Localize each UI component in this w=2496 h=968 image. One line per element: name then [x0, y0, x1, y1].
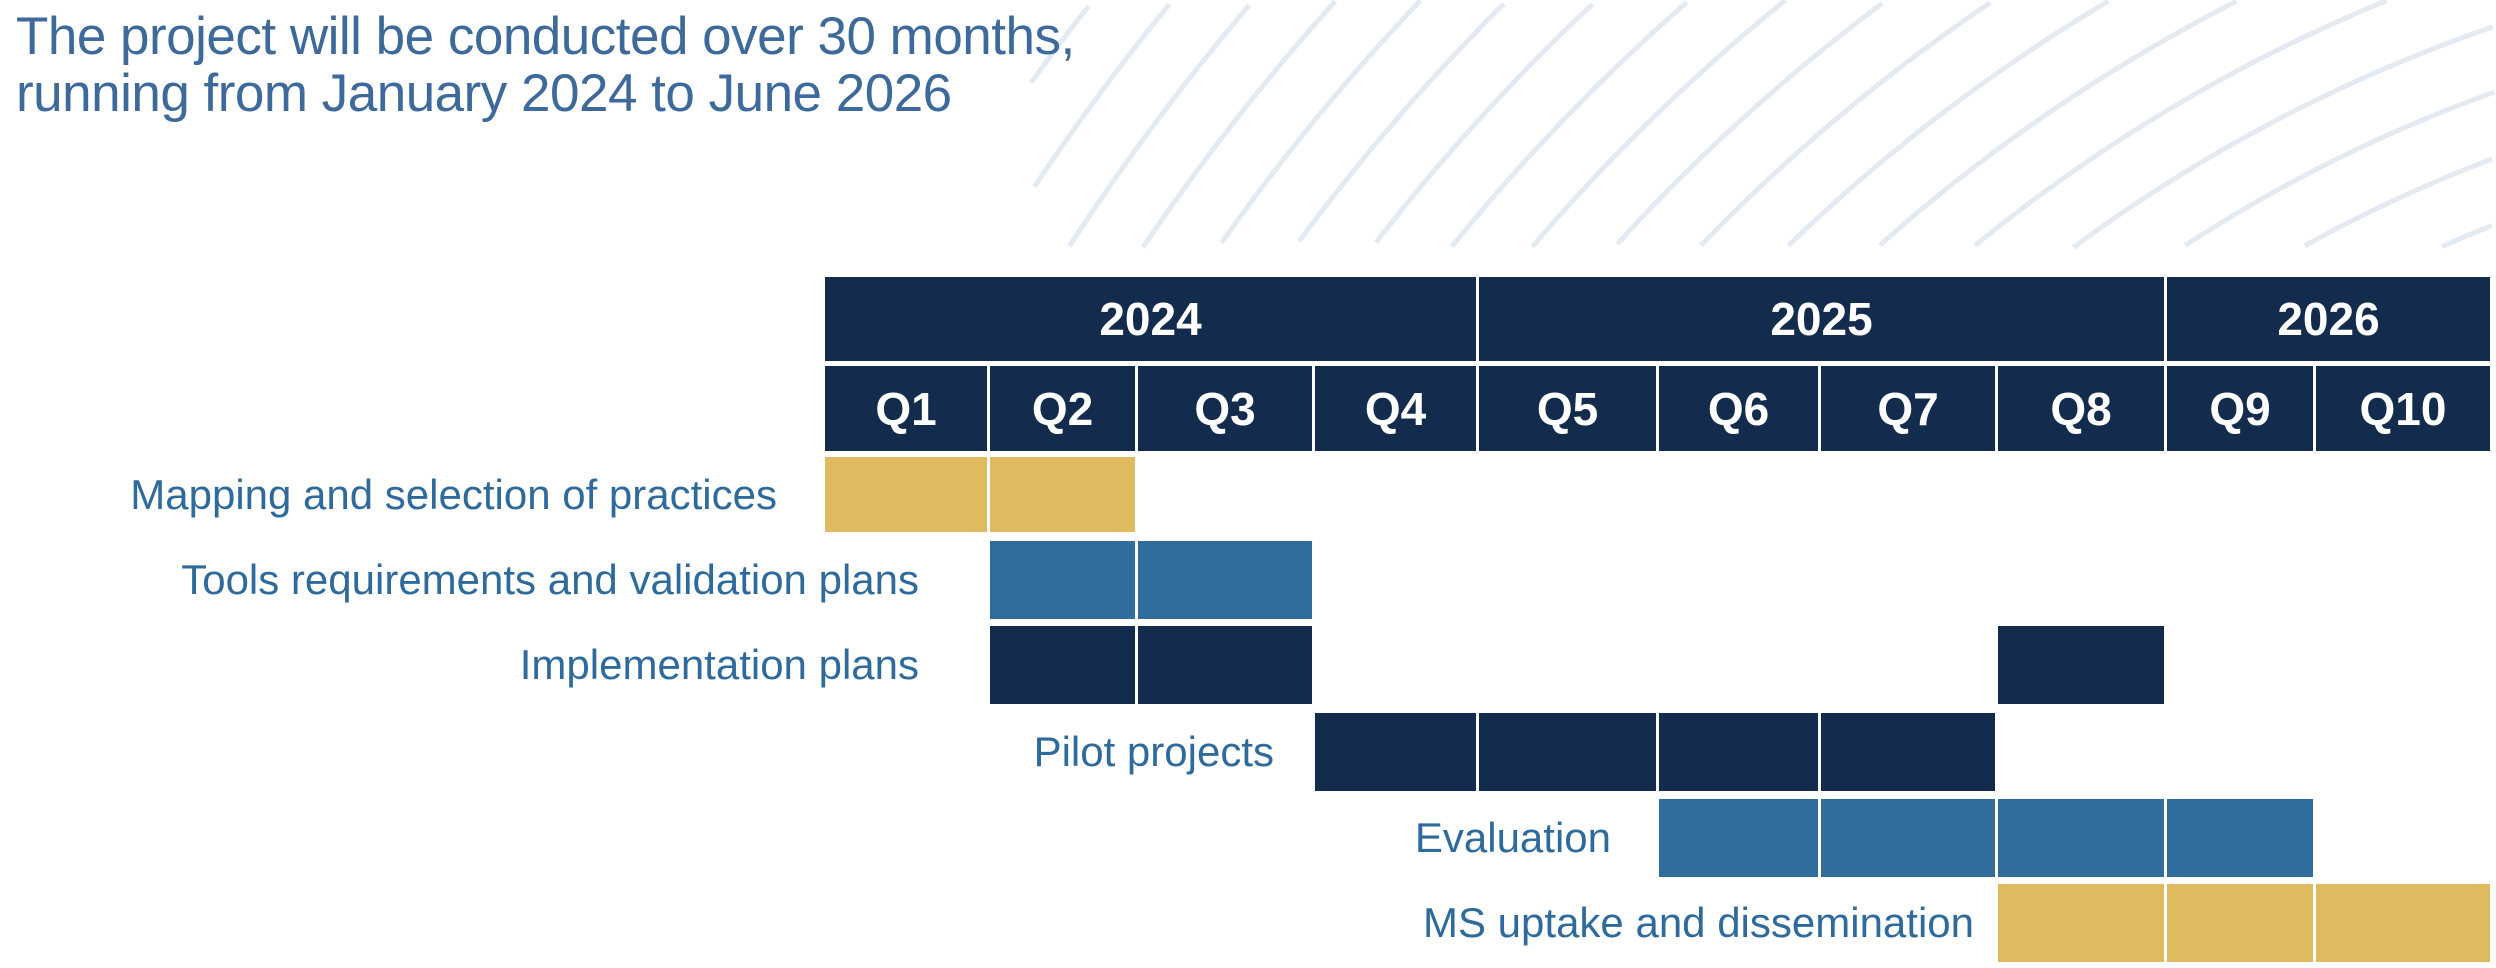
- quarter-header-Q9: Q9: [2167, 366, 2313, 451]
- task-bar-cell: [1138, 541, 1312, 619]
- title-line-1: The project will be conducted over 30 mo…: [16, 7, 1075, 66]
- task-bar-cell: [1659, 799, 1818, 877]
- quarter-header-Q5: Q5: [1479, 366, 1656, 451]
- background-arc: [1032, 2, 1172, 189]
- background-arc: [1029, 4, 1091, 85]
- background-arc: [2303, 156, 2493, 248]
- title-line-2: running from January 2024 to June 2026: [16, 64, 952, 123]
- background-arc: [1140, 0, 1338, 249]
- quarter-header-Q7: Q7: [1821, 366, 1995, 451]
- task-label: Evaluation: [1414, 814, 1611, 861]
- background-arc: [2071, 24, 2494, 250]
- task-bar-cell: [990, 457, 1135, 532]
- task-label: MS uptake and dissemination: [1423, 899, 1974, 946]
- quarter-header-Q1: Q1: [825, 366, 987, 451]
- task-bar-cell: [1479, 713, 1656, 791]
- task-bar-cell: [1821, 713, 1995, 791]
- task-bar-cell: [1998, 626, 2164, 704]
- background-arc: [1219, 0, 1422, 245]
- task-label: Implementation plans: [519, 641, 919, 688]
- background-arc: [1373, 2, 1595, 245]
- task-bar-cell: [1315, 713, 1476, 791]
- task-bar-cell: [1998, 799, 2164, 877]
- task-bar-cell: [1998, 884, 2164, 962]
- task-label: Mapping and selection of practices: [130, 470, 777, 518]
- task-bar-cell: [1659, 713, 1818, 791]
- task-bar-cell: [1821, 799, 1995, 877]
- task-bar-cell: [2167, 799, 2313, 877]
- task-bar-cell: [2167, 884, 2313, 962]
- task-label: Tools requirements and validation plans: [181, 556, 919, 603]
- background-arc: [1296, 2, 1506, 243]
- quarter-header-Q10: Q10: [2316, 366, 2490, 451]
- quarter-header-Q4: Q4: [1315, 366, 1476, 451]
- background-arc: [1699, 0, 1992, 248]
- background-arc: [1615, 1, 1884, 246]
- task-bar-cell: [990, 541, 1135, 619]
- page-title: The project will be conducted over 30 mo…: [16, 8, 1075, 122]
- task-bar-cell: [1138, 626, 1312, 704]
- background-arcs: [1029, 0, 2496, 250]
- task-label: Pilot projects: [1033, 728, 1274, 775]
- year-header-2025: 2025: [1479, 277, 2164, 361]
- task-bar-cell: [2316, 884, 2490, 962]
- background-arc: [1067, 3, 1252, 248]
- quarter-header-Q3: Q3: [1138, 366, 1312, 451]
- background-arc: [2440, 223, 2493, 249]
- task-bar-cell: [825, 457, 987, 532]
- background-arc: [2183, 89, 2496, 248]
- task-bar-cell: [990, 626, 1135, 704]
- background-arc: [1973, 0, 2388, 248]
- year-header-2026: 2026: [2167, 277, 2490, 361]
- background-arc: [1878, 0, 2238, 247]
- quarter-header-Q2: Q2: [990, 366, 1135, 451]
- quarter-header-Q8: Q8: [1998, 366, 2164, 451]
- background-arc: [1449, 0, 1689, 248]
- background-arc: [1786, 0, 2110, 248]
- background-arc: [1530, 0, 1787, 249]
- year-header-2024: 2024: [825, 277, 1476, 361]
- quarter-header-Q6: Q6: [1659, 366, 1818, 451]
